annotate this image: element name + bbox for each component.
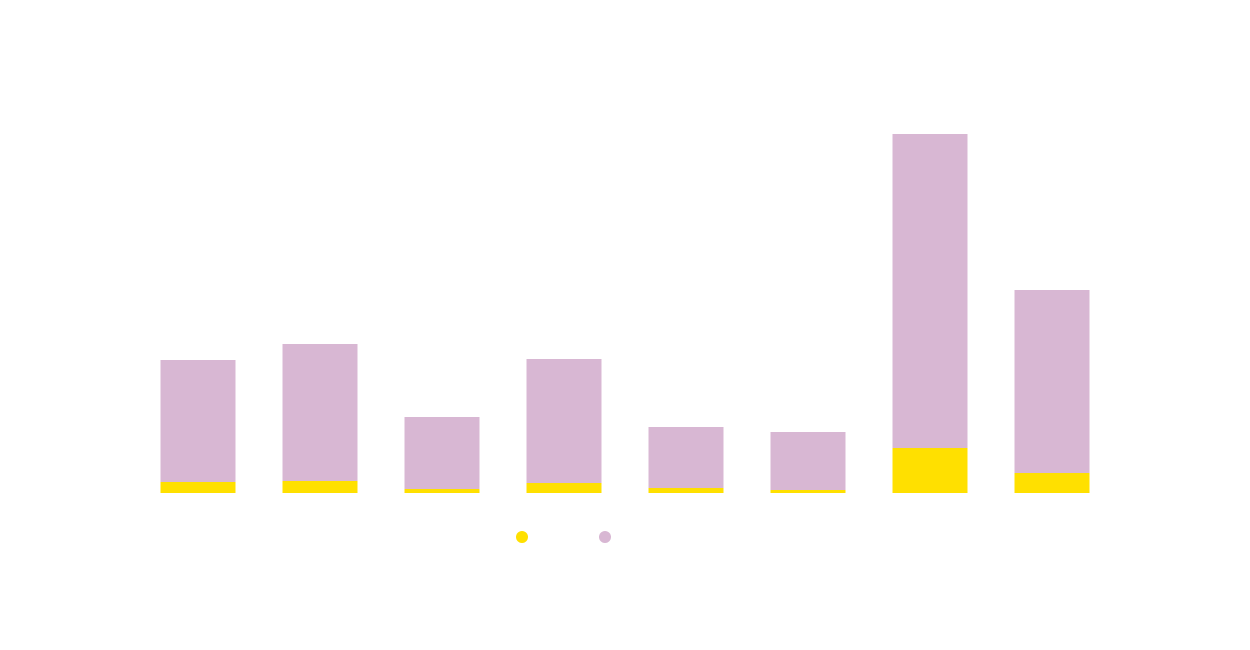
bar-segment <box>648 427 724 488</box>
bar-segment <box>282 344 358 481</box>
bar-segment <box>160 482 236 493</box>
legend-marker <box>516 531 528 543</box>
bar-segment <box>1014 473 1090 493</box>
bar-segment <box>892 448 968 493</box>
bar-segment <box>526 483 602 493</box>
bar-segment <box>770 432 846 490</box>
bar-segment <box>526 359 602 483</box>
bar-segment <box>1014 290 1090 473</box>
bar-segment <box>892 134 968 448</box>
legend-marker <box>599 531 611 543</box>
bar-segment <box>404 489 480 493</box>
bar-segment <box>404 417 480 489</box>
bar-segment <box>282 481 358 493</box>
bar-segment <box>770 490 846 493</box>
bar-segment <box>648 488 724 493</box>
bar-segment <box>160 360 236 482</box>
